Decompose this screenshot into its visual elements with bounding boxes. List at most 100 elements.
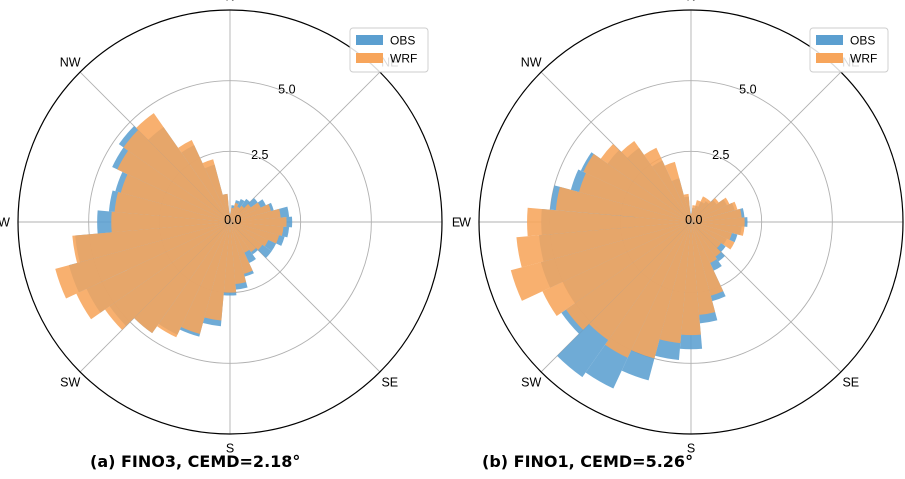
- wind-rose-fino3: 0.02.55.0NNEESESSWWNWOBSWRF: [0, 0, 460, 456]
- wrf-bar-240: [542, 222, 691, 317]
- compass-label-se: SE: [842, 375, 859, 389]
- wrf-bar-160: [691, 222, 724, 296]
- wrf-bar-220: [134, 222, 230, 334]
- wrf-bar-100: [691, 222, 745, 236]
- wrf-bar-120: [691, 222, 735, 250]
- wrf-bar-170: [230, 222, 247, 284]
- wrf-bar-190: [659, 222, 691, 344]
- wrf-bar-260: [516, 222, 691, 268]
- wrf-bar-100: [230, 222, 284, 236]
- radial-tick-label: 2.5: [251, 148, 268, 162]
- legend: OBS WRF: [349, 27, 429, 73]
- legend: OBS WRF: [809, 27, 889, 73]
- wrf-bar-80: [230, 208, 281, 222]
- wrf-bar-230: [565, 222, 691, 330]
- wrf-bar-20: [230, 202, 239, 222]
- wrf-bar-290: [579, 173, 691, 222]
- wrf-bar-50: [230, 204, 251, 222]
- wrf-bar-140: [691, 222, 721, 257]
- wrf-bar-140: [230, 222, 256, 253]
- wrf-bar-10: [230, 207, 234, 222]
- legend-swatch-wrf: [816, 53, 843, 63]
- compass-label-n: N: [686, 0, 695, 4]
- wrf-bar-40: [691, 198, 711, 222]
- wrf-bar-60: [691, 197, 730, 222]
- wrf-bar-130: [230, 222, 263, 250]
- radial-tick-label: 5.0: [278, 83, 295, 97]
- angular-gridline: [229, 71, 381, 223]
- legend-label-wrf: WRF: [390, 52, 417, 66]
- wrf-bar-80: [691, 208, 742, 222]
- wrf-bar-130: [691, 222, 722, 248]
- wrf-bar-310: [123, 130, 230, 222]
- wrf-bar-260: [72, 222, 230, 263]
- wrf-bar-340: [664, 161, 691, 222]
- wrf-bar-200: [631, 222, 691, 359]
- wrf-bar-0: [229, 213, 231, 222]
- legend-swatch-obs: [816, 35, 843, 45]
- wrf-bar-90: [230, 217, 287, 227]
- wrf-bar-230: [104, 222, 230, 330]
- wrf-bar-290: [120, 174, 230, 222]
- wrf-bar-310: [600, 144, 691, 222]
- legend-label-obs: OBS: [390, 34, 415, 48]
- legend-swatch-obs: [356, 35, 383, 45]
- radial-tick-label: 0.0: [685, 213, 702, 227]
- wrf-bar-170: [691, 222, 716, 315]
- wrf-bar-10: [691, 205, 696, 222]
- wrf-bar-70: [691, 201, 738, 222]
- wrf-bar-320: [621, 140, 691, 222]
- radial-gridline: [88, 80, 372, 364]
- wind-rose-fino1: 0.02.55.0NNEESESSWWNWOBSWRF: [459, 0, 904, 456]
- wrf-bar-190: [204, 222, 230, 321]
- wrf-bar-30: [691, 196, 708, 222]
- caption-fino3: (a) FINO3, CEMD=2.18°: [90, 452, 301, 471]
- compass-label-nw: NW: [521, 56, 542, 70]
- compass-label-sw: SW: [521, 375, 541, 389]
- wrf-bar-30: [230, 206, 240, 222]
- polar-frame: [478, 9, 904, 435]
- wrf-bar-220: [589, 222, 691, 341]
- legend-swatch-wrf: [356, 53, 383, 63]
- radial-tick-label: 0.0: [224, 213, 241, 227]
- wrf-bar-300: [117, 150, 230, 222]
- wrf-bar-120: [230, 222, 269, 247]
- wrf-bar-320: [136, 113, 230, 222]
- wrf-bar-70: [230, 204, 271, 222]
- compass-label-e: E: [452, 216, 460, 230]
- wrf-bar-300: [583, 153, 691, 222]
- legend-label-wrf: WRF: [850, 52, 877, 66]
- wrf-bar-110: [230, 222, 280, 244]
- compass-label-w: W: [0, 216, 10, 230]
- compass-label-s: S: [226, 442, 234, 456]
- wrf-bar-0: [690, 213, 692, 222]
- wrf-bar-40: [230, 205, 244, 222]
- wrf-bar-110: [691, 222, 732, 240]
- compass-label-se: SE: [381, 375, 398, 389]
- wrf-bar-270: [527, 207, 691, 237]
- compass-label-s: S: [687, 442, 695, 456]
- wrf-bar-350: [683, 193, 691, 222]
- compass-label-sw: SW: [60, 375, 80, 389]
- wrf-bar-50: [691, 198, 719, 222]
- wrf-bar-150: [691, 222, 717, 263]
- wrf-bar-250: [55, 222, 231, 299]
- wrf-bar-210: [157, 222, 230, 338]
- angular-gridline: [690, 71, 842, 223]
- wrf-bar-250: [510, 222, 691, 301]
- compass-label-n: N: [225, 0, 234, 4]
- wrf-bar-270: [111, 211, 230, 233]
- polar-frame: [17, 9, 443, 435]
- wrf-bar-330: [178, 140, 230, 222]
- wrf-bar-90: [691, 217, 745, 227]
- wrf-bar-330: [643, 147, 691, 222]
- wrf-bar-20: [691, 200, 701, 222]
- wrf-bar-350: [222, 193, 230, 222]
- radial-tick-label: 5.0: [739, 83, 756, 97]
- wrf-bar-210: [605, 222, 691, 358]
- wrf-bar-180: [681, 222, 701, 336]
- legend-label-obs: OBS: [850, 34, 875, 48]
- wrf-bar-180: [223, 222, 237, 293]
- radial-tick-label: 2.5: [712, 148, 729, 162]
